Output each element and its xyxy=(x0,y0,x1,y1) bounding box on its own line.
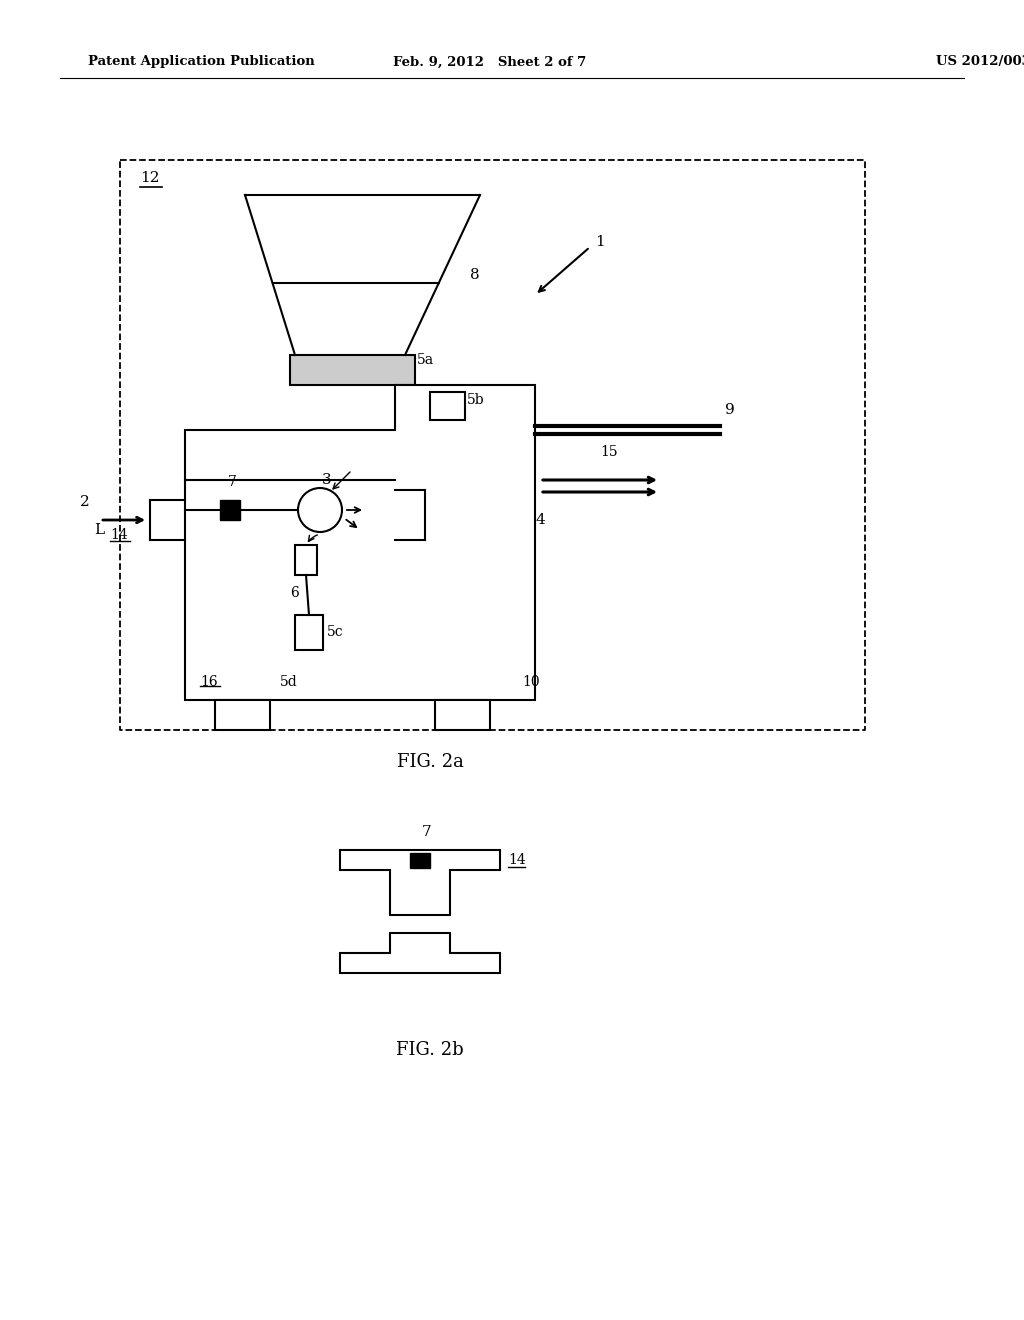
Text: 16: 16 xyxy=(200,675,218,689)
Bar xyxy=(295,615,323,649)
Text: 8: 8 xyxy=(470,268,479,282)
Text: 6: 6 xyxy=(290,586,299,601)
Text: 1: 1 xyxy=(595,235,605,249)
Text: 3: 3 xyxy=(322,473,332,487)
Text: 5a: 5a xyxy=(417,352,434,367)
Bar xyxy=(290,355,415,385)
Text: 7: 7 xyxy=(422,825,432,840)
Text: 14: 14 xyxy=(508,853,525,867)
Text: 5d: 5d xyxy=(280,675,298,689)
Text: 15: 15 xyxy=(600,445,617,459)
Polygon shape xyxy=(340,933,500,973)
Text: 4: 4 xyxy=(535,513,545,527)
Bar xyxy=(220,500,240,520)
Text: 2: 2 xyxy=(80,495,90,510)
Bar xyxy=(430,392,465,420)
Text: Feb. 9, 2012   Sheet 2 of 7: Feb. 9, 2012 Sheet 2 of 7 xyxy=(393,55,587,69)
Text: 7: 7 xyxy=(228,475,237,488)
Bar xyxy=(215,700,270,730)
Circle shape xyxy=(298,488,342,532)
Bar xyxy=(410,853,430,869)
Text: FIG. 2a: FIG. 2a xyxy=(396,752,464,771)
Text: 10: 10 xyxy=(522,675,540,689)
Text: 9: 9 xyxy=(725,403,735,417)
Text: 5c: 5c xyxy=(327,626,344,639)
Text: L: L xyxy=(94,523,104,537)
Text: 14: 14 xyxy=(110,528,128,543)
Text: Patent Application Publication: Patent Application Publication xyxy=(88,55,314,69)
Bar xyxy=(435,700,490,730)
Text: 5b: 5b xyxy=(467,393,484,407)
Polygon shape xyxy=(340,850,500,915)
Polygon shape xyxy=(185,385,535,700)
Text: US 2012/0031583 A1: US 2012/0031583 A1 xyxy=(936,55,1024,69)
Text: FIG. 2b: FIG. 2b xyxy=(396,1041,464,1059)
Text: 12: 12 xyxy=(140,172,160,185)
Bar xyxy=(295,545,317,576)
